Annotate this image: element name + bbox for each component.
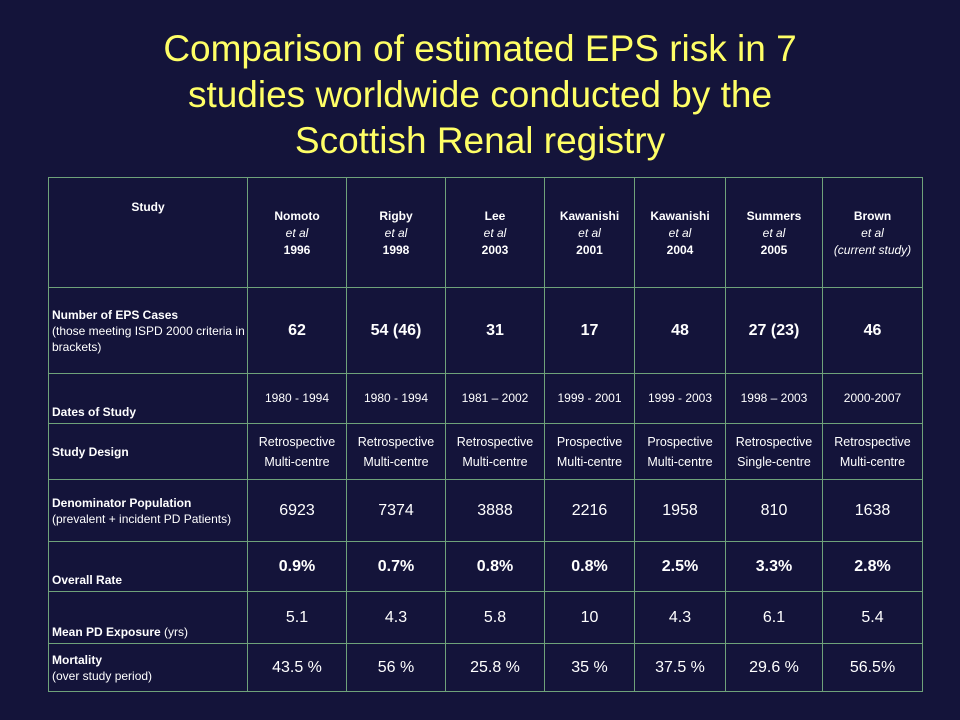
table-cell: 6923 [247, 479, 347, 542]
table-cell: 0.8% [445, 541, 545, 592]
row-label: Denominator Population (prevalent + incid… [48, 479, 248, 542]
mortality-row: Mortality (over study period) 43.5 % 56 %… [48, 643, 923, 692]
table-cell: 31 [445, 287, 545, 374]
title-line-2: studies worldwide conducted by the [187, 74, 773, 115]
study-header: Lee et al 2003 [445, 177, 545, 288]
row-label: Mean PD Exposure (yrs) [48, 591, 248, 644]
study-header: Brown et al (current study) [822, 177, 923, 288]
table-cell: 29.6 % [725, 643, 823, 692]
table-cell: Retrospective Multi-centre [445, 423, 545, 480]
table-cell: 3.3% [725, 541, 823, 592]
overall-rate-row: Overall Rate 0.9% 0.7% 0.8% 0.8% 2.5% 3.… [48, 541, 923, 592]
table-cell: 10 [544, 591, 635, 644]
table-cell: 2.8% [822, 541, 923, 592]
table-cell: 2000-2007 [822, 373, 923, 424]
table-cell: 54 (46) [346, 287, 446, 374]
title-line-3: Scottish Renal registry [294, 120, 666, 161]
table-cell: 1638 [822, 479, 923, 542]
study-header: Kawanishi et al 2001 [544, 177, 635, 288]
study-header: Rigby et al 1998 [346, 177, 446, 288]
table-cell: 46 [822, 287, 923, 374]
table-cell: 37.5 % [634, 643, 726, 692]
table-cell: 1980 - 1994 [247, 373, 347, 424]
dates-row: Dates of Study 1980 - 1994 1980 - 1994 1… [48, 373, 923, 424]
row-label: Number of EPS Cases (those meeting ISPD 2… [48, 287, 248, 374]
table-cell: 35 % [544, 643, 635, 692]
table-cell: Retrospective Single-centre [725, 423, 823, 480]
row-label: Study Design [48, 423, 248, 480]
table-cell: 62 [247, 287, 347, 374]
table-cell: 4.3 [346, 591, 446, 644]
table-cell: 0.9% [247, 541, 347, 592]
header-row: Study Nomoto et al 1996 Rigby et al 1998 Lee… [48, 177, 923, 288]
slide-title: Comparison of estimated EPS risk in 7 st… [0, 26, 960, 164]
table-cell: 5.8 [445, 591, 545, 644]
table-cell: 2.5% [634, 541, 726, 592]
table-cell: 1958 [634, 479, 726, 542]
table-cell: Prospective Multi-centre [544, 423, 635, 480]
row-label: Mortality (over study period) [48, 643, 248, 692]
table-cell: 4.3 [634, 591, 726, 644]
table-cell: 27 (23) [725, 287, 823, 374]
title-line-1: Comparison of estimated EPS risk in 7 [163, 28, 797, 69]
table-cell: Retrospective Multi-centre [822, 423, 923, 480]
table-cell: 1980 - 1994 [346, 373, 446, 424]
table-cell: 5.1 [247, 591, 347, 644]
table-cell: 3888 [445, 479, 545, 542]
table-cell: 2216 [544, 479, 635, 542]
study-header: Nomoto et al 1996 [247, 177, 347, 288]
table-cell: Retrospective Multi-centre [247, 423, 347, 480]
table-cell: Prospective Multi-centre [634, 423, 726, 480]
row-label: Overall Rate [48, 541, 248, 592]
table-cell: 1981 – 2002 [445, 373, 545, 424]
corner-cell: Study [48, 177, 248, 288]
row-label: Dates of Study [48, 373, 248, 424]
eps-comparison-table: Study Nomoto et al 1996 Rigby et al 1998 Lee… [48, 177, 923, 692]
eps-cases-row: Number of EPS Cases (those meeting ISPD 2… [48, 287, 923, 374]
exposure-row: Mean PD Exposure (yrs) 5.1 4.3 5.8 10 4.… [48, 591, 923, 644]
table-cell: 56.5% [822, 643, 923, 692]
study-header: Kawanishi et al 2004 [634, 177, 726, 288]
table-cell: 56 % [346, 643, 446, 692]
table-cell: 0.7% [346, 541, 446, 592]
table-cell: 5.4 [822, 591, 923, 644]
table-cell: 0.8% [544, 541, 635, 592]
table-cell: 25.8 % [445, 643, 545, 692]
table-cell: 1998 – 2003 [725, 373, 823, 424]
table-cell: 48 [634, 287, 726, 374]
denominator-row: Denominator Population (prevalent + incid… [48, 479, 923, 542]
table-cell: 1999 - 2003 [634, 373, 726, 424]
table-cell: 6.1 [725, 591, 823, 644]
table-cell: 43.5 % [247, 643, 347, 692]
table-cell: 17 [544, 287, 635, 374]
study-header: Summers et al 2005 [725, 177, 823, 288]
table-cell: 810 [725, 479, 823, 542]
design-row: Study Design Retrospective Multi-centre R… [48, 423, 923, 480]
table-cell: Retrospective Multi-centre [346, 423, 446, 480]
table-cell: 7374 [346, 479, 446, 542]
table-cell: 1999 - 2001 [544, 373, 635, 424]
